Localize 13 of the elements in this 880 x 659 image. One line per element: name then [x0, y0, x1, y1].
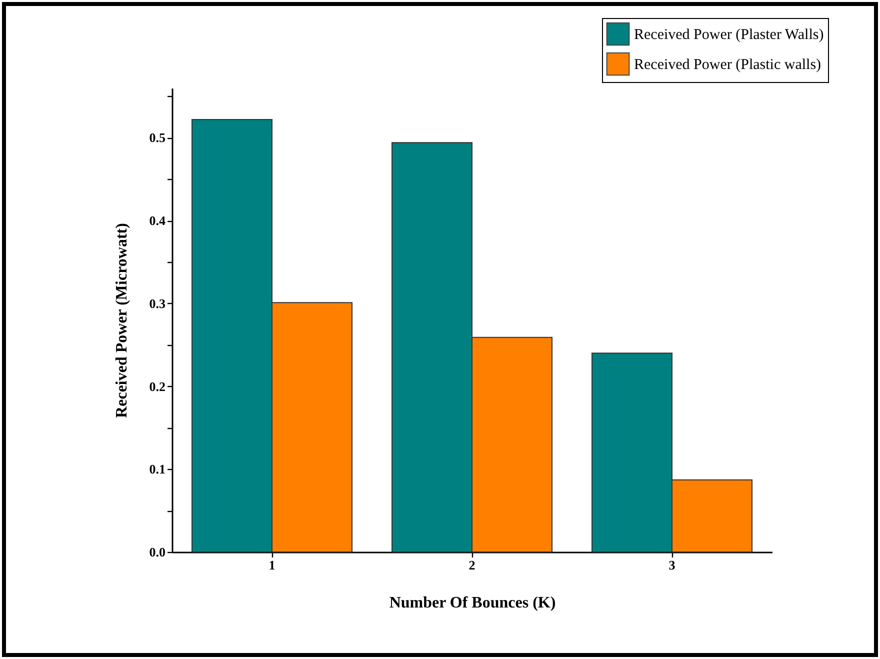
legend-label: Received Power (Plaster Walls)	[634, 27, 824, 43]
x-tick-label: 3	[668, 558, 676, 572]
legend-label: Received Power (Plastic walls)	[634, 57, 822, 73]
y-tick-label: 0.3	[149, 296, 166, 311]
y-axis-title: Received Power (Microwatt)	[113, 223, 130, 418]
y-tick-label: 0.1	[149, 462, 166, 477]
x-tick-label: 1	[268, 558, 276, 572]
y-tick-label: 0.5	[149, 130, 166, 146]
x-axis-title: Number Of Bounces (K)	[389, 594, 556, 612]
y-tick-label: 0.2	[149, 378, 166, 394]
y-tick-label: 0.0	[149, 544, 166, 560]
x-tick-label: 2	[468, 558, 476, 572]
y-tick-label: 0.4	[149, 213, 166, 228]
